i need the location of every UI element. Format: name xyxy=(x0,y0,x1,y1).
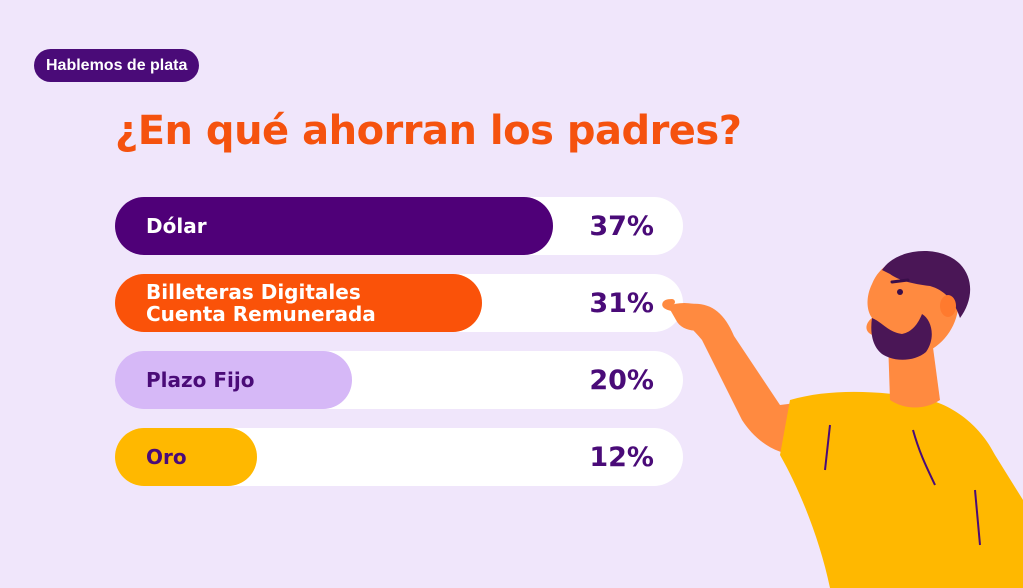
bar-value-label: 37% xyxy=(589,210,654,242)
topic-badge: Hablemos de plata xyxy=(34,49,200,82)
bar-label-line: Plazo Fijo xyxy=(146,368,255,392)
bar-label-line: Cuenta Remunerada xyxy=(146,302,376,326)
bar-label-line: Dólar xyxy=(146,214,207,238)
bar-track: Plazo Fijo 20% xyxy=(115,351,683,409)
pointing-man-illustration xyxy=(662,251,1023,588)
bar xyxy=(115,351,352,409)
page-title: ¿En qué ahorran los padres? xyxy=(115,108,742,154)
bar-value-label: 31% xyxy=(589,287,654,319)
bar-track: Billeteras Digitales Cuenta Remunerada 31% xyxy=(115,274,683,332)
bar-track: Oro 12% xyxy=(115,428,683,486)
bar-value-label: 12% xyxy=(589,441,654,473)
bar-value-label: 20% xyxy=(589,364,654,396)
bar xyxy=(115,197,553,255)
bar-label-line: Billeteras Digitales xyxy=(146,280,361,304)
bar-label: Plazo Fijo xyxy=(146,351,254,409)
bar-label: Oro xyxy=(146,428,187,486)
bar-label: Dólar xyxy=(146,197,207,255)
bar-track: Dólar 37% xyxy=(115,197,683,255)
bar-label-line: Oro xyxy=(146,445,187,469)
bar-label: Billeteras Digitales Cuenta Remunerada xyxy=(146,274,376,332)
bar xyxy=(115,274,482,332)
bar xyxy=(115,428,257,486)
